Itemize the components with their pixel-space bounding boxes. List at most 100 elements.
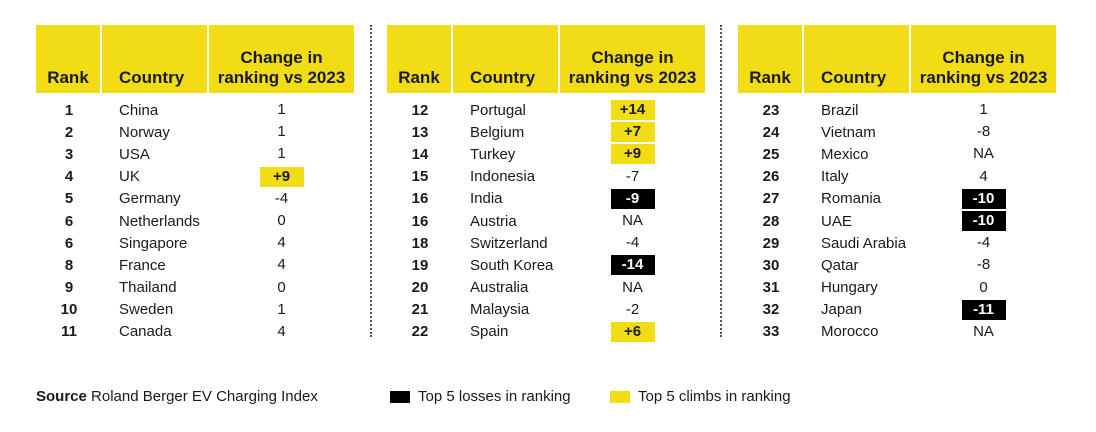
change-value: -4 [625, 234, 640, 252]
change-cell: -14 [560, 255, 705, 276]
table-header: Rank Country Change in ranking vs 2023 [387, 25, 705, 93]
change-cell: -10 [911, 188, 1056, 209]
table-row: 6 Netherlands 0 [36, 210, 354, 232]
climb-badge: +9 [610, 144, 655, 165]
change-value: 4 [277, 256, 286, 274]
rank-cell: 11 [61, 323, 77, 341]
rank-cell: 19 [411, 256, 429, 274]
table-row: 5 Germany -4 [36, 188, 354, 210]
change-value: 4 [277, 234, 286, 252]
table-row: 20 Australia NA [387, 277, 705, 299]
change-cell: -2 [560, 300, 705, 320]
change-value: 0 [277, 212, 286, 230]
change-value: 0 [979, 278, 988, 296]
country-cell: Portugal [470, 101, 526, 119]
country-cell: Brazil [821, 101, 859, 119]
change-value: 1 [277, 101, 286, 119]
rank-cell: 29 [762, 234, 780, 252]
country-cell: Norway [119, 123, 170, 141]
rank-cell: 1 [64, 101, 74, 119]
change-cell: 4 [209, 233, 354, 253]
rank-cell: 22 [411, 323, 429, 341]
country-cell: Switzerland [470, 234, 548, 252]
change-cell: 4 [209, 322, 354, 342]
change-cell: 1 [209, 100, 354, 120]
legend-losses: Top 5 losses in ranking [390, 388, 571, 405]
change-value: 4 [277, 322, 286, 340]
table-row: 16 India -9 [387, 188, 705, 210]
header-rank: Rank [36, 25, 100, 93]
change-value: NA [973, 322, 994, 340]
change-cell: +7 [560, 122, 705, 143]
table-row: 23 Brazil 1 [738, 99, 1056, 121]
country-cell: Sweden [119, 301, 174, 319]
loss-badge: -10 [961, 188, 1006, 209]
country-cell: Japan [821, 301, 862, 319]
rank-cell: 5 [64, 190, 74, 208]
table-row: 31 Hungary 0 [738, 277, 1056, 299]
rank-cell: 15 [411, 168, 429, 186]
ranking-table: Rank Country Change in ranking vs 2023 1 Chi… [36, 25, 354, 343]
rank-cell: 30 [762, 256, 780, 274]
table-row: 24 Vietnam -8 [738, 121, 1056, 143]
header-country: Country [453, 25, 558, 93]
rank-cell: 16 [411, 190, 429, 208]
ranking-table: Rank Country Change in ranking vs 2023 23 Br… [738, 25, 1056, 343]
legend-climbs-swatch [610, 390, 630, 403]
legend-climbs-label: Top 5 climbs in ranking [638, 388, 791, 405]
change-value: 1 [277, 145, 286, 163]
table-row: 33 Morocco NA [738, 321, 1056, 343]
rank-cell: 8 [64, 256, 74, 274]
source-note: Source Roland Berger EV Charging Index [36, 388, 318, 405]
change-cell: NA [911, 144, 1056, 164]
table-row: 30 Qatar -8 [738, 254, 1056, 276]
header-country: Country [804, 25, 909, 93]
country-cell: Germany [119, 190, 181, 208]
change-cell: +6 [560, 321, 705, 342]
rank-cell: 33 [762, 323, 780, 341]
rank-cell: 4 [64, 168, 74, 186]
change-value: 0 [277, 278, 286, 296]
source-text: Roland Berger EV Charging Index [91, 388, 318, 405]
change-value: 1 [277, 123, 286, 141]
table-row: 19 South Korea -14 [387, 254, 705, 276]
change-cell: 0 [209, 278, 354, 298]
climb-badge: +6 [610, 321, 655, 342]
loss-badge: -9 [610, 188, 655, 209]
table-row: 22 Spain +6 [387, 321, 705, 343]
country-cell: Spain [470, 323, 509, 341]
change-value: -8 [976, 123, 991, 141]
country-cell: Hungary [821, 279, 878, 297]
table-row: 14 Turkey +9 [387, 143, 705, 165]
change-cell: 1 [209, 144, 354, 164]
change-cell: 4 [911, 167, 1056, 187]
source-label: Source [36, 388, 87, 405]
table-row: 28 UAE -10 [738, 210, 1056, 232]
table-row: 8 France 4 [36, 254, 354, 276]
rank-cell: 14 [411, 145, 429, 163]
table-row: 4 UK +9 [36, 166, 354, 188]
table-row: 26 Italy 4 [738, 166, 1056, 188]
table-row: 21 Malaysia -2 [387, 299, 705, 321]
legend-losses-label: Top 5 losses in ranking [418, 388, 571, 405]
country-cell: Italy [821, 168, 849, 186]
change-cell: 1 [209, 122, 354, 142]
change-value: -4 [274, 189, 289, 207]
change-cell: 4 [209, 255, 354, 275]
table-row: 32 Japan -11 [738, 299, 1056, 321]
country-cell: Malaysia [470, 301, 530, 319]
rank-cell: 20 [411, 279, 429, 297]
header-rank: Rank [738, 25, 802, 93]
country-cell: Netherlands [119, 212, 200, 230]
country-cell: Qatar [821, 256, 859, 274]
rank-cell: 18 [411, 234, 429, 252]
change-value: -8 [976, 256, 991, 274]
table-row: 15 Indonesia -7 [387, 166, 705, 188]
country-cell: Singapore [119, 234, 188, 252]
rank-cell: 9 [64, 279, 74, 297]
rank-cell: 16 [411, 212, 429, 230]
change-cell: +9 [209, 166, 354, 187]
change-cell: -4 [560, 233, 705, 253]
table-header: Rank Country Change in ranking vs 2023 [36, 25, 354, 93]
change-cell: NA [560, 211, 705, 231]
